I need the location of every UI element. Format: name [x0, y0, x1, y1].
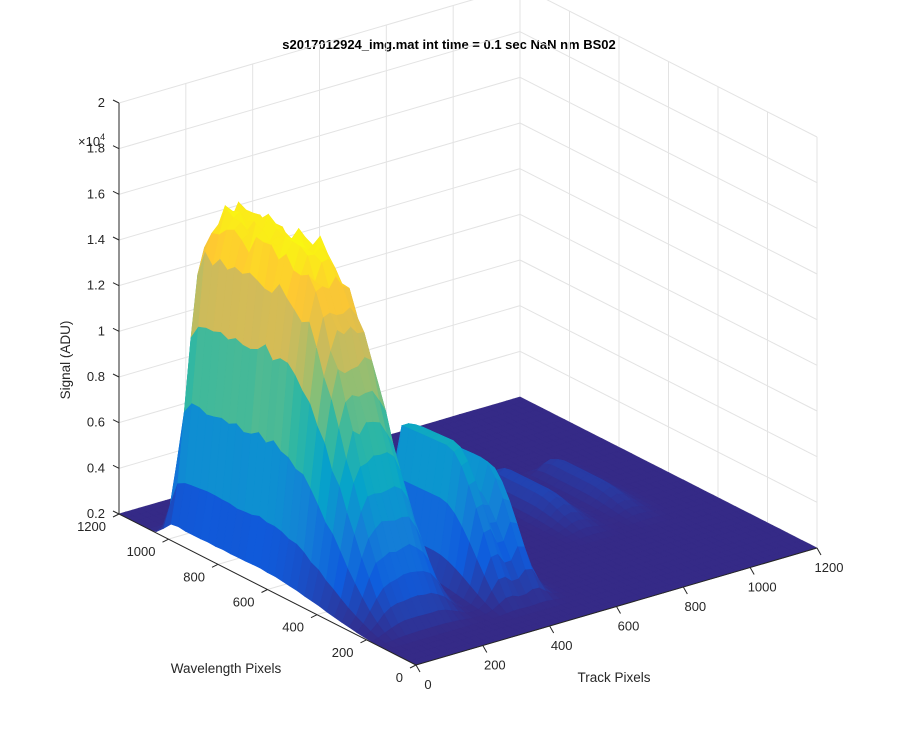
x-tick-label: 600: [618, 619, 640, 634]
y-tick-label: 400: [282, 620, 304, 635]
z-tick-label: 1: [98, 323, 105, 338]
z-tick-mark: [112, 464, 120, 469]
z-exponent-base: ×10: [78, 134, 100, 149]
grid-line: [519, 76, 818, 229]
grid-line: [546, 0, 818, 138]
surface-plot: [118, 201, 818, 666]
grid-line: [118, 168, 521, 287]
z-tick-mark: [112, 419, 120, 424]
z-tick-mark: [112, 510, 120, 515]
z-tick-label: 2: [98, 95, 105, 110]
y-tick-label: 1000: [127, 544, 156, 559]
x-tick-mark: [549, 625, 555, 634]
y-axis-label: Wavelength Pixels: [171, 661, 282, 676]
y-tick-mark: [112, 513, 120, 518]
x-tick-label: 400: [551, 638, 573, 653]
grid-line: [118, 0, 474, 104]
z-tick-mark: [112, 327, 120, 332]
y-tick-mark: [162, 538, 169, 543]
y-tick-mark: [310, 614, 318, 619]
grid-line: [519, 122, 818, 275]
y-tick-label: 0: [396, 670, 403, 685]
z-tick-label: 0.8: [87, 369, 105, 384]
z-tick-mark: [112, 99, 120, 104]
grid-line: [519, 305, 818, 458]
z-axis-label: Signal (ADU): [58, 321, 73, 400]
axes: [112, 99, 822, 673]
z-tick-label: 0.2: [87, 506, 105, 521]
x-tick-label: 800: [684, 599, 706, 614]
z-tick-label: 1.8: [87, 141, 105, 156]
y-tick-mark: [211, 563, 219, 568]
x-tick-mark: [682, 586, 688, 595]
x-axis-label: Track Pixels: [577, 670, 650, 685]
x-tick-label: 1000: [748, 580, 777, 595]
grid-line: [519, 168, 818, 321]
z-tick-label: 1.6: [87, 186, 105, 201]
grid-line: [118, 76, 521, 195]
z-tick-mark: [112, 236, 120, 241]
x-tick-label: 1200: [815, 560, 844, 575]
z-tick-mark: [112, 190, 120, 195]
x-tick-mark: [482, 645, 488, 653]
z-tick-label: 0.4: [87, 460, 105, 475]
y-tick-label: 600: [233, 595, 255, 610]
y-tick-label: 800: [183, 569, 205, 584]
x-tick-mark: [816, 547, 822, 556]
x-tick-label: 0: [424, 677, 431, 692]
y-tick-mark: [360, 639, 367, 644]
y-tick-mark: [261, 589, 268, 593]
z-tick-label: 0.6: [87, 415, 105, 430]
y-tick-label: 1200: [77, 519, 106, 534]
z-tick-mark: [112, 282, 120, 287]
grid-line: [519, 350, 818, 503]
grid-line: [519, 259, 818, 412]
grid-line: [519, 213, 818, 366]
grid-line: [519, 31, 818, 184]
z-tick-mark: [112, 373, 120, 378]
tick-labels: 0200400600800100012000200400600800100012…: [77, 95, 843, 692]
z-tick-mark: [112, 145, 120, 150]
x-tick-mark: [749, 567, 755, 575]
y-tick-mark: [409, 664, 417, 669]
z-exponent-label: ×104: [78, 132, 105, 149]
z-tick-label: 1.2: [87, 278, 105, 293]
grid-line: [118, 122, 521, 241]
x-tick-mark: [415, 664, 421, 673]
z-exponent-power: 4: [100, 132, 105, 142]
chart-title: s2017012924_img.mat int time = 0.1 sec N…: [282, 37, 616, 52]
x-tick-label: 200: [484, 658, 506, 673]
y-tick-label: 200: [332, 645, 354, 660]
x-tick-mark: [616, 606, 621, 614]
grid-line: [118, 31, 521, 150]
z-tick-label: 1.4: [87, 232, 105, 247]
